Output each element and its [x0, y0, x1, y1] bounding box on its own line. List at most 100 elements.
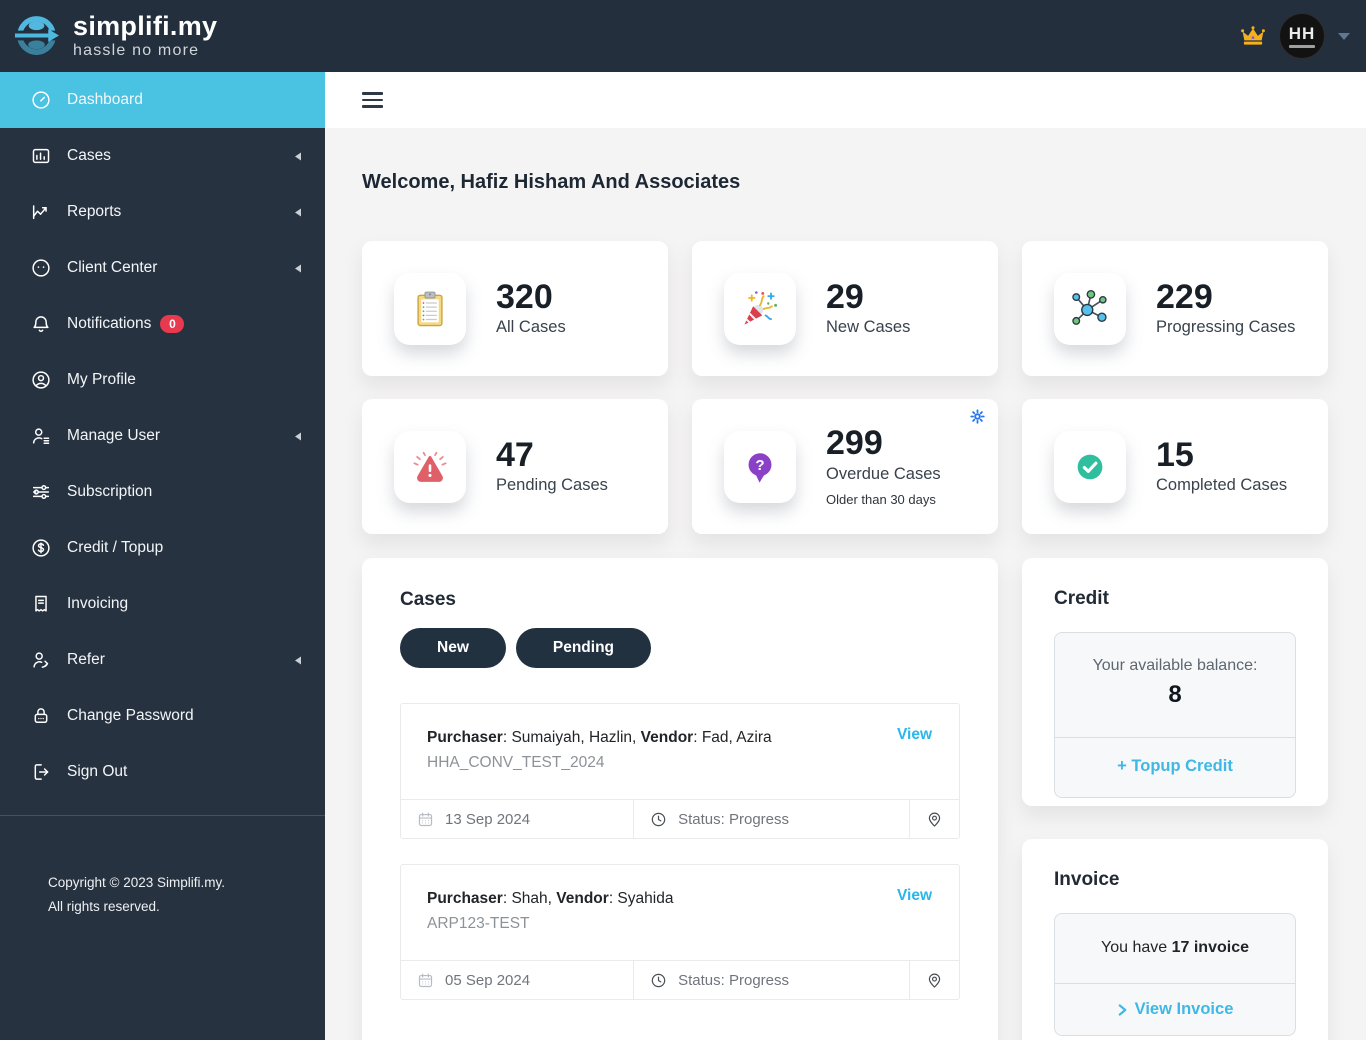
receipt-icon [30, 593, 52, 615]
clock-icon [650, 972, 667, 989]
view-invoice-button[interactable]: View Invoice [1055, 984, 1295, 1035]
sidebar-item-credit-topup[interactable]: Credit / Topup [0, 520, 325, 576]
invoice-summary-box: You have 17 invoice View Invoice [1054, 913, 1296, 1036]
invoice-panel-title: Invoice [1054, 869, 1120, 890]
sidebar-item-reports[interactable]: Reports [0, 184, 325, 240]
stat-card-completed-cases: 15 Completed Cases [1022, 399, 1328, 534]
chevron-left-icon [294, 152, 301, 161]
topbar-right: HH [1240, 13, 1350, 59]
case-list-item: Purchaser: Shah, Vendor: Syahida ARP123-… [400, 864, 960, 1000]
copyright-line-1: Copyright © 2023 Simplifi.my. [48, 875, 226, 890]
party-popper-icon [724, 272, 796, 345]
case-list-item: Purchaser: Sumaiyah, Hazlin, Vendor: Fad… [400, 703, 960, 839]
hamburger-menu-icon[interactable] [362, 92, 383, 108]
credit-panel: Credit Your available balance: 8 + Topup… [1022, 558, 1328, 806]
sidebar-item-label: Dashboard [67, 91, 143, 108]
main-area: Welcome, Hafiz Hisham And Associates [325, 72, 1366, 1040]
clipboard-icon [394, 272, 466, 345]
balance-value: 8 [1168, 681, 1182, 708]
cases-panel: Cases New Pending Purchaser: Sumaiyah, H… [362, 558, 998, 1040]
case-location-cell[interactable] [910, 800, 959, 838]
sidebar-item-client-center[interactable]: Client Center [0, 240, 325, 296]
case-date-cell: 05 Sep 2024 [401, 961, 635, 999]
gauge-icon [30, 89, 52, 111]
sign-out-icon [30, 761, 52, 783]
sidebar-item-refer[interactable]: Refer [0, 632, 325, 688]
lower-grid: Cases New Pending Purchaser: Sumaiyah, H… [362, 558, 1328, 1040]
filter-new-button[interactable]: New [400, 628, 506, 668]
view-case-link[interactable]: View [896, 887, 932, 904]
chevron-left-icon [294, 432, 301, 441]
stat-label: Pending Cases [496, 476, 608, 495]
sidebar-item-sign-out[interactable]: Sign Out [0, 744, 325, 800]
avatar-caption-strip [1289, 44, 1315, 48]
stat-card-overdue-cases: ? 299 Overdue Cases Older than 30 days [692, 399, 998, 534]
simplifi-logo-icon [13, 12, 60, 59]
sidebar-item-label: Reports [67, 203, 122, 220]
sidebar-item-manage-user[interactable]: Manage User [0, 408, 325, 464]
sidebar-item-subscription[interactable]: Subscription [0, 464, 325, 520]
copyright: Copyright © 2023 Simplifi.my. All rights… [0, 871, 325, 919]
sidebar-item-label: Refer [67, 651, 105, 668]
case-reference-code: HHA_CONV_TEST_2024 [427, 754, 605, 771]
sidebar-item-my-profile[interactable]: My Profile [0, 352, 325, 408]
calendar-icon [417, 972, 434, 989]
case-parties: Purchaser: Sumaiyah, Hazlin, Vendor: Fad… [427, 729, 772, 746]
view-case-link[interactable]: View [896, 726, 932, 743]
user-circle-icon [30, 369, 52, 391]
svg-text:?: ? [755, 456, 764, 473]
stat-value: 29 [826, 277, 864, 316]
bar-chart-icon [30, 145, 52, 167]
sidebar-item-label: Manage User [67, 427, 161, 444]
sidebar-item-label: My Profile [67, 371, 136, 388]
chevron-left-icon [294, 264, 301, 273]
cases-panel-title: Cases [400, 589, 456, 610]
stat-value: 47 [496, 435, 534, 474]
location-pin-icon [926, 972, 943, 989]
clock-icon [650, 811, 667, 828]
sliders-icon [30, 481, 52, 503]
stat-card-progressing-cases: 229 Progressing Cases [1022, 241, 1328, 376]
sidebar-item-label: Credit / Topup [67, 539, 164, 556]
topup-credit-button[interactable]: + Topup Credit [1117, 757, 1233, 775]
brand-logo: simplifi.my hassle no more [13, 12, 217, 59]
avatar[interactable]: HH [1279, 13, 1325, 59]
crown-icon [1240, 23, 1266, 49]
main-content: Welcome, Hafiz Hisham And Associates [325, 128, 1366, 1040]
stat-value: 15 [1156, 435, 1194, 474]
credit-panel-title: Credit [1054, 588, 1109, 609]
cases-filter-row: New Pending [400, 628, 960, 668]
sidebar-item-invoicing[interactable]: Invoicing [0, 576, 325, 632]
invoice-count: You have 17 invoice [1101, 939, 1249, 956]
sidebar-divider [0, 815, 325, 816]
sidebar-item-notifications[interactable]: Notifications 0 [0, 296, 325, 352]
stat-value: 320 [496, 277, 553, 316]
sidebar-item-change-password[interactable]: Change Password [0, 688, 325, 744]
stat-card-grid: 320 All Cases [362, 241, 1328, 534]
case-status: Status: Progress [678, 810, 790, 828]
location-pin-icon [926, 811, 943, 828]
stat-card-pending-cases: 47 Pending Cases [362, 399, 668, 534]
sidebar-item-label: Subscription [67, 483, 153, 500]
sidebar-item-label: Invoicing [67, 595, 129, 612]
balance-label: Your available balance: [1092, 657, 1258, 674]
case-date-cell: 13 Sep 2024 [401, 800, 635, 838]
right-column: Credit Your available balance: 8 + Topup… [1022, 558, 1328, 1040]
sidebar: Dashboard Cases Rep [0, 72, 325, 1040]
sidebar-item-label: Notifications [67, 315, 152, 332]
dollar-circle-icon [30, 537, 52, 559]
stat-label: Completed Cases [1156, 476, 1288, 495]
user-menu-caret-icon[interactable] [1338, 32, 1350, 40]
divider [1055, 737, 1295, 738]
case-reference-code: ARP123-TEST [427, 915, 530, 932]
sidebar-item-dashboard[interactable]: Dashboard [0, 72, 325, 128]
stat-card-new-cases: 29 New Cases [692, 241, 998, 376]
filter-pending-button[interactable]: Pending [515, 628, 652, 668]
sidebar-item-label: Change Password [67, 707, 194, 724]
avatar-monogram: HH [1288, 23, 1316, 43]
sidebar-item-label: Client Center [67, 259, 158, 276]
gear-icon[interactable] [969, 408, 986, 425]
case-location-cell[interactable] [910, 961, 959, 999]
sidebar-item-cases[interactable]: Cases [0, 128, 325, 184]
